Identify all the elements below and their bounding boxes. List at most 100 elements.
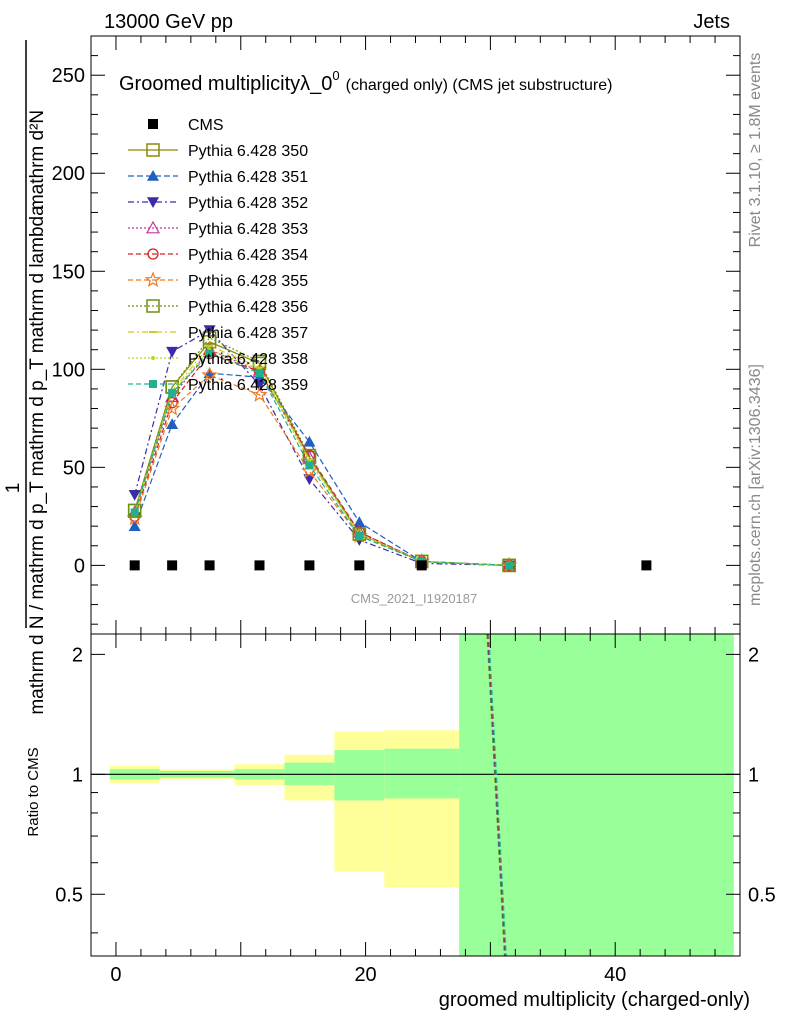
series-point <box>128 520 141 531</box>
legend-label: CMS <box>188 117 224 134</box>
legend-entry: Pythia 6.428 355 <box>128 271 308 290</box>
series-point <box>128 489 141 501</box>
data-point <box>354 560 365 571</box>
series-point <box>255 369 264 378</box>
x-tick-label: 20 <box>354 964 376 986</box>
legend-entry: Pythia 6.428 353 <box>128 220 308 238</box>
data-point <box>167 560 178 571</box>
data-point <box>416 560 427 571</box>
series-point <box>127 503 142 518</box>
x-axis-label: groomed multiplicity (charged-only) <box>439 989 750 1011</box>
series-point <box>251 386 268 402</box>
legend-label: Pythia 6.428 350 <box>188 143 308 160</box>
ratio-frame <box>90 633 741 957</box>
rivet-version-label: Rivet 3.1.10, ≥ 1.8M events <box>747 53 764 248</box>
ratio-y-tick-label: 2 <box>72 644 83 666</box>
series-point <box>166 418 179 430</box>
legend-entry: Pythia 6.428 354 <box>128 247 308 264</box>
legend-label: Pythia 6.428 351 <box>188 169 308 186</box>
series-3 <box>128 325 516 572</box>
legend-entry: Pythia 6.428 359 <box>128 377 308 394</box>
legend-marker <box>147 248 159 260</box>
series-point <box>163 399 181 416</box>
data-point <box>641 560 652 571</box>
ratio-y-tick-label-right: 2 <box>748 644 759 666</box>
legend-entry: Pythia 6.428 351 <box>128 169 308 186</box>
series-point <box>253 380 266 391</box>
data-point <box>254 560 265 571</box>
legend-label: Pythia 6.428 359 <box>188 377 308 394</box>
legend-entry: Pythia 6.428 352 <box>128 195 308 212</box>
legend-marker <box>146 143 160 157</box>
ratio-panel: 0.5 0.51 12 20 20 40 <box>55 633 776 986</box>
series-point <box>203 325 216 337</box>
series-line <box>134 337 510 566</box>
header-process: Jets <box>693 11 730 33</box>
mcplots-label: mcplots.cern.ch [arXiv:1306.3436] <box>747 364 764 606</box>
legend-label: Pythia 6.428 358 <box>188 351 308 368</box>
series-line <box>134 352 510 566</box>
legend-marker <box>145 220 161 234</box>
ratio-series-line <box>488 633 507 957</box>
ratio-y-tick-label: 1 <box>72 764 83 786</box>
main-y-axis-label: mathrm d²N 1 mathrm d N / mathrm d p_T m… <box>3 40 48 715</box>
header-energy: 13000 GeV pp <box>104 11 233 33</box>
legend-label: Pythia 6.428 352 <box>188 195 308 212</box>
main-y-tick-label: 0 <box>74 555 85 577</box>
y-label-one: 1 <box>3 483 24 494</box>
legend-entry: Pythia 6.428 358 <box>128 351 308 368</box>
series-point <box>355 531 364 540</box>
main-y-tick-label: 150 <box>52 261 85 283</box>
series-1 <box>127 335 516 573</box>
series-point <box>353 516 366 528</box>
main-y-tick-label: 250 <box>52 65 85 87</box>
data-point <box>129 560 140 571</box>
x-tick-label: 0 <box>110 964 121 986</box>
y-label-numerator: mathrm d²N <box>27 110 48 210</box>
series-point <box>202 331 217 345</box>
series-line <box>134 348 510 566</box>
ratio-band-inner <box>334 750 385 801</box>
legend-entry: Pythia 6.428 357 <box>128 325 308 342</box>
series-point <box>201 366 218 383</box>
series-point <box>166 346 179 358</box>
data-point <box>204 560 215 571</box>
y-label-denominator: mathrm d N / mathrm d p_T mathrm d p_T m… <box>27 205 48 715</box>
ratio-y-tick-label-right: 1 <box>748 764 759 786</box>
legend-marker <box>151 356 155 360</box>
series-line <box>134 374 510 566</box>
legend-marker <box>147 197 159 208</box>
series-point <box>303 435 316 447</box>
analysis-watermark: CMS_2021_I1920187 <box>351 591 478 606</box>
series-6 <box>126 366 518 573</box>
legend-label: Pythia 6.428 354 <box>188 247 308 264</box>
series-7 <box>127 331 516 573</box>
legend-entry: Pythia 6.428 350 <box>128 143 308 160</box>
series-point <box>505 561 514 570</box>
x-tick-label: 40 <box>604 964 626 986</box>
series-point <box>130 508 139 517</box>
series-point <box>303 474 316 486</box>
legend-marker <box>146 299 160 313</box>
ratio-y-tick-label-right: 0.5 <box>748 884 776 906</box>
legend-label: Pythia 6.428 355 <box>188 273 308 290</box>
legend-marker <box>149 380 157 388</box>
chart-title: Groomed multiplicityλ_00(charged only) (… <box>119 68 612 95</box>
legend-marker <box>147 170 159 181</box>
legend-label: Pythia 6.428 357 <box>188 325 308 342</box>
series-point <box>168 388 177 397</box>
series-point <box>205 349 214 358</box>
legend-label: Pythia 6.428 356 <box>188 299 308 316</box>
series-point <box>352 527 367 541</box>
series-2 <box>128 367 516 571</box>
series-point <box>305 461 314 470</box>
series-point <box>301 462 318 479</box>
legend-label: Pythia 6.428 353 <box>188 221 308 238</box>
main-panel: 0 50 100 150 200 250 Groomed multiplicityλ_00… <box>52 35 741 635</box>
main-y-tick-label: 200 <box>52 163 85 185</box>
ratio-band-inner <box>459 634 734 956</box>
ratio-y-tick-label: 0.5 <box>55 884 83 906</box>
legend-entry: Pythia 6.428 356 <box>128 299 308 316</box>
data-point <box>304 560 315 571</box>
